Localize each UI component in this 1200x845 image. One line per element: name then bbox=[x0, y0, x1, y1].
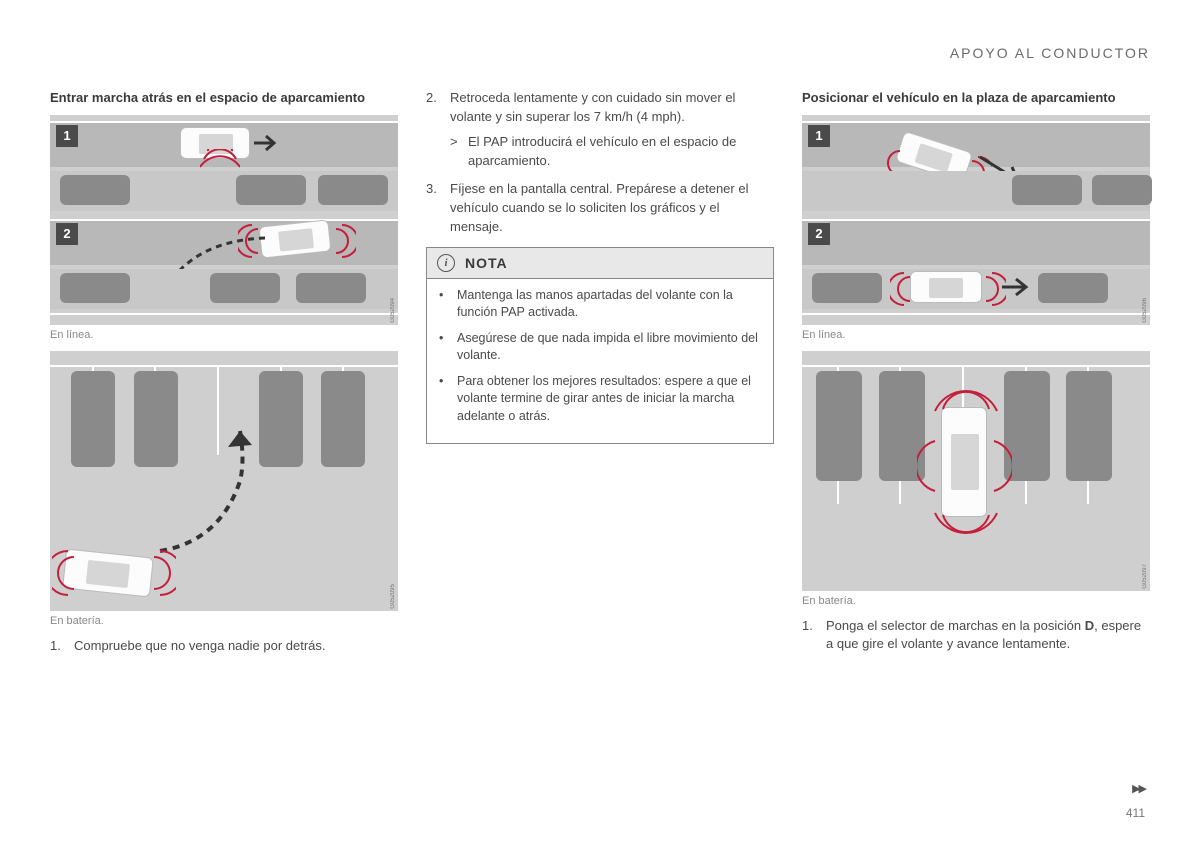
column-left: Entrar marcha atrás en el espacio de apa… bbox=[50, 89, 398, 665]
caption-inline: En línea. bbox=[802, 329, 1150, 341]
page-header: APOYO AL CONDUCTOR bbox=[50, 45, 1150, 61]
column-middle: 2. Retroceda lentamente y con cuidado si… bbox=[426, 89, 774, 665]
step-number: 2. bbox=[426, 89, 450, 170]
diagram-position-inline: 1 2 bbox=[802, 115, 1150, 325]
list-item: 1. Ponga el selector de marchas en la po… bbox=[802, 617, 1150, 655]
steps-list-col2: 2. Retroceda lentamente y con cuidado si… bbox=[426, 89, 774, 237]
steps-list-col3: 1. Ponga el selector de marchas en la po… bbox=[802, 617, 1150, 655]
list-item: 2. Retroceda lentamente y con cuidado si… bbox=[426, 89, 774, 170]
section-title-position: Posicionar el vehículo en la plaza de ap… bbox=[802, 89, 1150, 107]
nota-item: •Mantenga las manos apartadas del volant… bbox=[439, 287, 761, 322]
step-number: 3. bbox=[426, 180, 450, 237]
step-number: 1. bbox=[802, 617, 826, 655]
caption-inline: En línea. bbox=[50, 329, 398, 341]
step-badge-2: 2 bbox=[56, 223, 78, 245]
step-badge-2: 2 bbox=[808, 223, 830, 245]
steps-list-col1: 1. Compruebe que no venga nadie por detr… bbox=[50, 637, 398, 656]
step-result: > El PAP introducirá el vehículo en el e… bbox=[450, 133, 774, 171]
step-text: Ponga el selector de marchas en la posic… bbox=[826, 617, 1150, 655]
section-title-reverse: Entrar marcha atrás en el espacio de apa… bbox=[50, 89, 398, 107]
content-columns: Entrar marcha atrás en el espacio de apa… bbox=[50, 89, 1150, 665]
nota-body: •Mantenga las manos apartadas del volant… bbox=[427, 279, 773, 444]
step-text: Fíjese en la pantalla central. Prepárese… bbox=[450, 180, 774, 237]
list-item: 3. Fíjese en la pantalla central. Prepár… bbox=[426, 180, 774, 237]
list-item: 1. Compruebe que no venga nadie por detr… bbox=[50, 637, 398, 656]
step-text: Compruebe que no venga nadie por detrás. bbox=[74, 637, 398, 656]
step-text: Retroceda lentamente y con cuidado sin m… bbox=[450, 89, 774, 170]
page-number: 411 bbox=[1126, 806, 1145, 820]
nota-item: •Para obtener los mejores resultados: es… bbox=[439, 373, 761, 426]
nota-item: •Asegúrese de que nada impida el libre m… bbox=[439, 330, 761, 365]
diagram-position-perpendicular: G052097 bbox=[802, 351, 1150, 591]
step-number: 1. bbox=[50, 637, 74, 656]
diagram-reverse-perpendicular: G052095 bbox=[50, 351, 398, 611]
image-code: G052095 bbox=[390, 584, 396, 609]
diagram-reverse-inline: 1 2 bbox=[50, 115, 398, 325]
nota-header: i NOTA bbox=[427, 248, 773, 279]
caption-perpendicular: En batería. bbox=[802, 595, 1150, 607]
continue-icon: ▶▶ bbox=[1132, 782, 1145, 795]
image-code: G052096 bbox=[1142, 298, 1148, 323]
info-icon: i bbox=[437, 254, 455, 272]
nota-label: NOTA bbox=[465, 255, 508, 271]
nota-callout: i NOTA •Mantenga las manos apartadas del… bbox=[426, 247, 774, 445]
step-badge-1: 1 bbox=[56, 125, 78, 147]
result-arrow-icon: > bbox=[450, 133, 468, 171]
image-code: G052094 bbox=[390, 298, 396, 323]
step-badge-1: 1 bbox=[808, 125, 830, 147]
image-code: G052097 bbox=[1142, 564, 1148, 589]
column-right: Posicionar el vehículo en la plaza de ap… bbox=[802, 89, 1150, 665]
caption-perpendicular: En batería. bbox=[50, 615, 398, 627]
